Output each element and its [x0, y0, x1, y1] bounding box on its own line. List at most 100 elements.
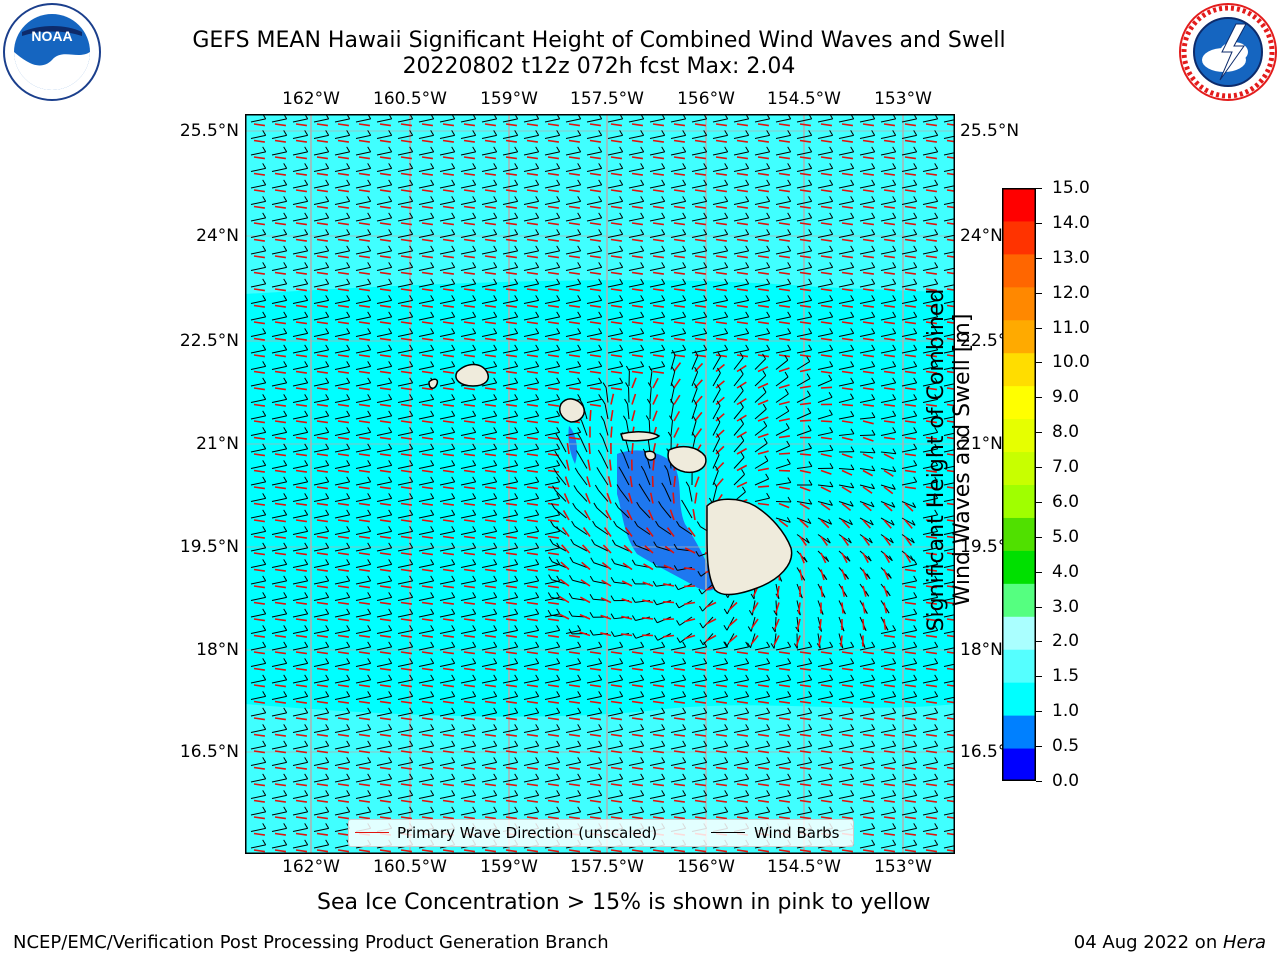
wave-direction-arrow	[757, 205, 770, 209]
wind-barb-flag	[829, 295, 834, 301]
wind-barb	[502, 167, 518, 172]
wave-direction-arrow	[526, 238, 539, 242]
wind-barb-flag	[304, 674, 309, 681]
wind-barb-flag	[346, 262, 351, 268]
wind-barb	[439, 728, 455, 733]
wave-direction-arrow	[316, 420, 329, 424]
wind-barb-flag	[850, 146, 855, 153]
wave-direction-arrow	[652, 337, 665, 341]
wind-barb-flag	[556, 476, 561, 483]
wave-direction-arrow	[694, 492, 698, 504]
wave-direction-arrow	[400, 469, 413, 473]
wind-barb-flag	[913, 773, 918, 780]
wave-direction-arrow	[337, 172, 350, 176]
wind-barb	[712, 405, 721, 420]
wind-barb	[649, 233, 665, 238]
wind-barb-flag	[765, 473, 770, 480]
wind-barb	[376, 299, 392, 304]
wind-barb-flag	[430, 278, 435, 285]
wave-direction-arrow	[694, 288, 707, 292]
wind-barb	[565, 184, 581, 189]
wind-barb	[418, 349, 434, 354]
footer-credit: NCEP/EMC/Verification Post Processing Pr…	[13, 932, 609, 953]
wind-barb	[376, 184, 392, 189]
wind-barb	[627, 404, 630, 420]
wind-barb	[481, 712, 497, 717]
wave-direction-arrow	[547, 321, 560, 325]
wind-barb-flag	[451, 724, 456, 730]
wave-direction-arrow	[568, 238, 581, 242]
wind-barb-flag	[535, 344, 540, 351]
wind-barb-flag	[451, 658, 456, 664]
colorbar-tick-mark	[1036, 676, 1042, 678]
wave-direction-arrow	[442, 667, 455, 671]
wave-direction-arrow	[883, 700, 896, 704]
wave-direction-arrow	[400, 238, 413, 242]
wind-barb	[649, 811, 665, 816]
wave-direction-arrow	[337, 238, 350, 242]
wave-direction-arrow	[526, 172, 539, 176]
wind-barb	[292, 547, 308, 552]
wave-direction-arrow	[253, 304, 266, 308]
wind-barb-flag	[787, 295, 792, 301]
wave-direction-arrow	[295, 172, 308, 176]
wave-direction-arrow	[715, 363, 725, 373]
wave-direction-arrow	[253, 750, 266, 754]
wind-barb	[775, 662, 791, 667]
wave-direction-arrow	[526, 667, 539, 671]
wave-direction-arrow	[862, 453, 874, 460]
wave-direction-arrow	[505, 403, 518, 407]
wave-direction-arrow	[778, 139, 791, 143]
wind-barb-flag	[913, 196, 918, 202]
wind-barb	[502, 563, 518, 568]
wave-direction-arrow	[295, 519, 308, 523]
wave-direction-arrow	[316, 436, 329, 440]
wind-barb-flag	[724, 278, 729, 285]
wind-barb-flag	[346, 592, 351, 598]
wind-barb-flag	[346, 476, 351, 483]
wind-barb	[754, 761, 770, 766]
wind-barb	[553, 525, 567, 535]
wave-direction-arrow	[253, 370, 266, 374]
wind-barb	[733, 712, 749, 717]
wave-direction-arrow	[316, 816, 329, 820]
wave-direction-arrow	[484, 354, 497, 358]
wave-direction-arrow	[799, 123, 812, 127]
wind-barb	[859, 745, 875, 750]
wind-barb-flag	[577, 278, 582, 285]
wave-direction-arrow	[694, 271, 707, 275]
wind-barb	[649, 371, 653, 387]
wave-direction-arrow	[337, 387, 350, 391]
wind-barb	[439, 200, 455, 205]
wave-direction-arrow	[560, 561, 570, 571]
wind-barb	[817, 534, 831, 544]
wind-barb	[691, 646, 707, 651]
wave-direction-arrow	[379, 453, 392, 457]
wind-barb	[355, 184, 371, 189]
footer-host: Hera	[1222, 932, 1266, 953]
wind-barb	[922, 382, 938, 387]
wind-barb	[796, 349, 812, 354]
wind-barb	[733, 217, 749, 222]
wave-direction-arrow	[274, 354, 287, 358]
wave-direction-arrow	[589, 816, 602, 820]
wave-direction-arrow	[484, 420, 497, 424]
wind-barb-flag	[598, 163, 603, 169]
wave-direction-arrow	[463, 337, 476, 341]
wave-direction-arrow	[484, 387, 497, 391]
wind-barb-flag	[493, 658, 498, 664]
wind-barb-flag	[451, 196, 456, 202]
wind-barb-flag	[262, 196, 267, 202]
wave-direction-arrow	[883, 486, 894, 495]
wind-barb-flag	[676, 620, 680, 626]
wind-barb	[796, 395, 811, 403]
wave-direction-arrow	[463, 436, 476, 440]
wind-barb-flag	[766, 344, 771, 351]
wave-direction-arrow	[841, 733, 854, 737]
wave-direction-arrow	[610, 733, 623, 737]
wind-barb	[691, 134, 707, 139]
wave-direction-arrow	[400, 849, 413, 853]
wave-direction-arrow	[946, 304, 955, 308]
wind-barb-flag	[472, 394, 477, 400]
wave-direction-arrow	[669, 509, 675, 521]
